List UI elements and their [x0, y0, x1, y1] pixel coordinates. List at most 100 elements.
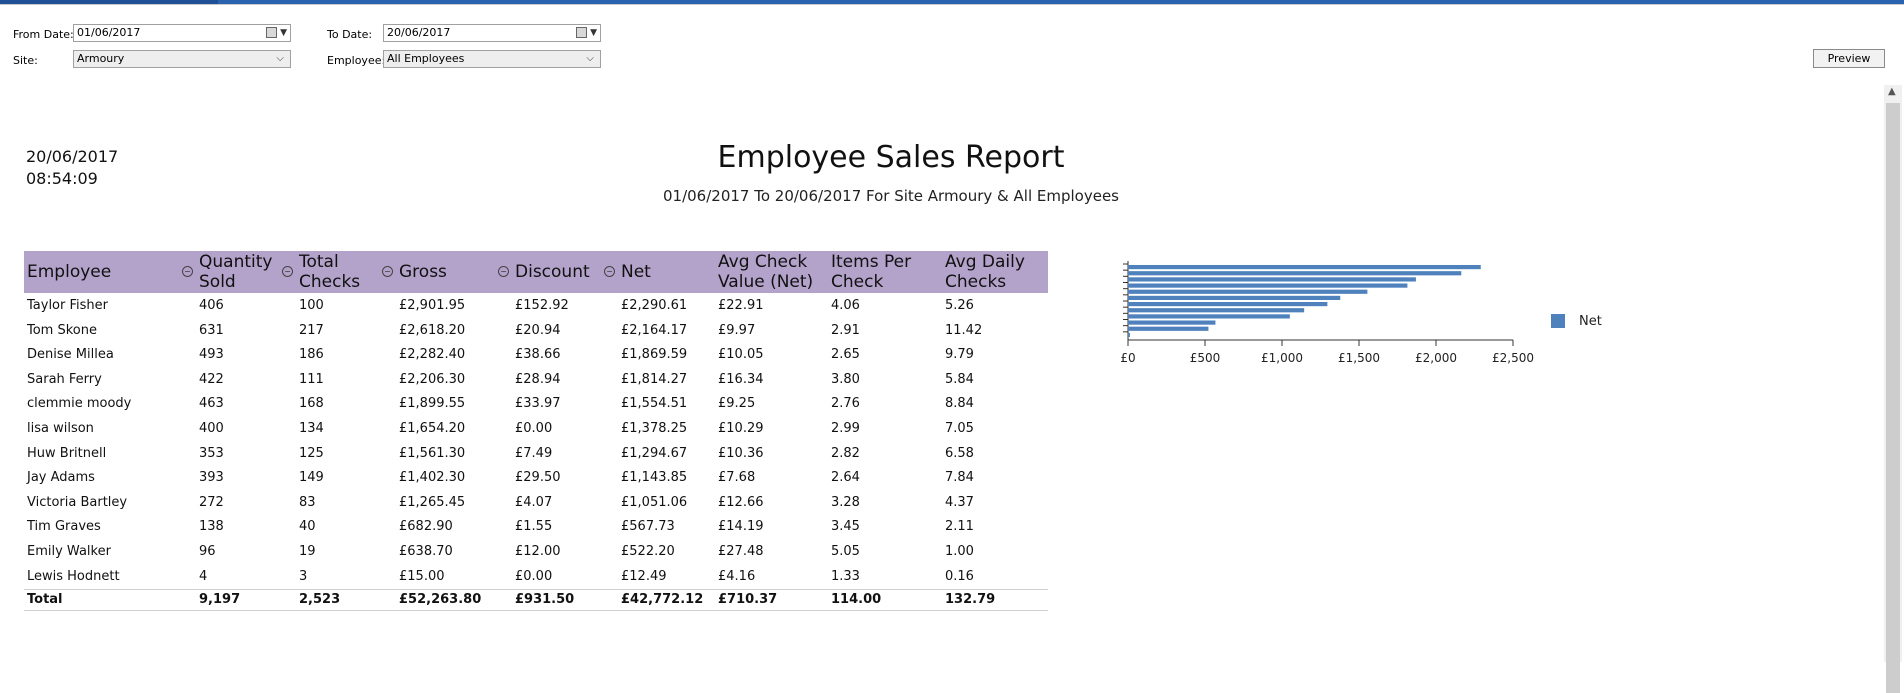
from-date-input[interactable]: 01/06/2017 ▼	[73, 24, 291, 42]
chevron-down-icon[interactable]: ▼	[590, 28, 597, 38]
table-cell-items-per-check: 1.33	[831, 568, 860, 584]
column-header-discount: Discount	[515, 262, 590, 282]
total-rule-bottom	[24, 610, 1048, 611]
employee-name-cell: Taylor Fisher	[27, 298, 108, 313]
table-cell-quantity-sold: 353	[199, 445, 224, 461]
collapse-icon[interactable]: −	[604, 266, 615, 277]
bar-taylor-fisher	[1128, 264, 1481, 270]
table-cell-avg-daily-checks: 8.84	[945, 396, 974, 412]
table-cell-net: £1,294.67	[621, 445, 688, 461]
table-cell-avg-daily-checks: 7.05	[945, 421, 974, 436]
table-cell-gross: £1,265.45	[399, 494, 466, 510]
table-cell-quantity-sold: 493	[199, 347, 224, 363]
table-cell-items-per-check: 2.65	[831, 347, 860, 363]
table-cell-avg-check-value: £10.36	[718, 445, 764, 461]
report-subtitle: 01/06/2017 To 20/06/2017 For Site Armour…	[663, 187, 1119, 205]
table-cell-total-checks: 83	[299, 494, 316, 510]
table-cell-gross: £1,402.30	[399, 470, 466, 486]
calendar-icon[interactable]	[576, 27, 587, 38]
table-cell-quantity-sold: 400	[199, 421, 224, 436]
total-cell-gross: £52,263.80	[399, 592, 482, 607]
to-date-input[interactable]: 20/06/2017 ▼	[383, 24, 601, 42]
table-cell-total-checks: 100	[299, 298, 324, 313]
table-cell-items-per-check: 2.64	[831, 470, 860, 486]
table-cell-quantity-sold: 406	[199, 298, 224, 313]
collapse-icon[interactable]: −	[282, 266, 293, 277]
table-cell-avg-daily-checks: 2.11	[945, 519, 974, 535]
chevron-down-icon[interactable]: ⌵	[586, 53, 594, 64]
total-cell-quantity-sold: 9,197	[199, 592, 241, 607]
table-cell-net: £567.73	[621, 519, 675, 535]
bar-jay-adams	[1128, 308, 1305, 313]
chevron-down-icon[interactable]: ⌵	[276, 53, 284, 64]
collapse-icon[interactable]: −	[498, 266, 509, 277]
table-cell-gross: £1,561.30	[399, 445, 466, 461]
collapse-icon[interactable]: −	[182, 266, 193, 277]
column-header-line2: Value (Net)	[718, 272, 814, 292]
table-cell-discount: £0.00	[515, 421, 553, 436]
table-cell-discount: £38.66	[515, 347, 561, 363]
site-select[interactable]: Armoury ⌵	[73, 50, 291, 68]
column-header-avg-daily-checks: Avg Daily Checks	[945, 252, 1025, 292]
table-cell-discount: £1.55	[515, 519, 553, 535]
table-cell-gross: £1,899.55	[399, 396, 466, 412]
table-cell-avg-check-value: £16.34	[718, 371, 764, 387]
table-cell-quantity-sold: 272	[199, 494, 224, 510]
total-cell-total-checks: 2,523	[299, 592, 341, 607]
from-date-value: 01/06/2017	[77, 26, 141, 39]
column-header-line1: Avg Daily	[945, 252, 1025, 272]
table-cell-net: £2,290.61	[621, 298, 688, 313]
table-cell-avg-check-value: £14.19	[718, 519, 764, 535]
table-cell-discount: £29.50	[515, 470, 561, 486]
total-cell-net: £42,772.12	[621, 592, 704, 607]
active-tab-indicator	[0, 0, 218, 4]
column-header-line2: Checks	[299, 272, 361, 292]
employee-name-cell: Lewis Hodnett	[27, 568, 120, 584]
collapse-icon[interactable]: −	[382, 266, 393, 277]
table-cell-total-checks: 217	[299, 322, 324, 338]
table-cell-quantity-sold: 393	[199, 470, 224, 486]
column-header-line2: Check	[831, 272, 884, 292]
table-cell-net: £1,814.27	[621, 371, 688, 387]
table-cell-total-checks: 134	[299, 421, 324, 436]
table-cell-total-checks: 40	[299, 519, 316, 535]
x-tick-label: £500	[1190, 351, 1221, 365]
vertical-scrollbar[interactable]: ▲	[1884, 85, 1902, 693]
scrollbar-thumb[interactable]	[1886, 103, 1900, 693]
legend-swatch-net	[1551, 314, 1565, 328]
table-cell-avg-check-value: £12.66	[718, 494, 764, 510]
table-cell-quantity-sold: 4	[199, 568, 208, 584]
preview-button[interactable]: Preview	[1813, 49, 1885, 68]
total-cell-discount: £931.50	[515, 592, 575, 607]
scroll-up-icon[interactable]: ▲	[1888, 86, 1896, 97]
bar-tim-graves	[1128, 320, 1216, 325]
total-cell-avg-daily-checks: 132.79	[945, 592, 996, 607]
table-cell-items-per-check: 2.99	[831, 421, 860, 436]
table-cell-gross: £15.00	[399, 568, 445, 584]
employee-value: All Employees	[387, 52, 465, 65]
table-cell-items-per-check: 4.06	[831, 298, 860, 313]
legend-label-net: Net	[1579, 314, 1602, 329]
table-cell-total-checks: 186	[299, 347, 324, 363]
table-cell-discount: £33.97	[515, 396, 561, 412]
table-cell-avg-daily-checks: 5.26	[945, 298, 974, 313]
employee-name-cell: Huw Britnell	[27, 445, 107, 461]
column-header-net: Net	[621, 262, 651, 282]
total-label: Total	[27, 592, 63, 607]
window-top-bar	[0, 0, 1904, 4]
table-cell-items-per-check: 3.45	[831, 519, 860, 535]
net-sales-chart: £0 £500 £1,000 £1,500 £2,000 £2,500	[1120, 261, 1534, 365]
table-cell-avg-check-value: £10.05	[718, 347, 764, 363]
table-cell-gross: £2,618.20	[399, 322, 466, 338]
table-cell-avg-check-value: £10.29	[718, 421, 764, 436]
to-date-value: 20/06/2017	[387, 26, 451, 39]
total-rule-top	[24, 589, 1048, 590]
column-header-total-checks: Total Checks	[299, 252, 360, 292]
chevron-down-icon[interactable]: ▼	[280, 28, 287, 38]
table-cell-items-per-check: 2.82	[831, 445, 860, 461]
calendar-icon[interactable]	[266, 27, 277, 38]
table-cell-items-per-check: 2.76	[831, 396, 860, 412]
employee-select[interactable]: All Employees ⌵	[383, 50, 601, 68]
site-value: Armoury	[77, 52, 125, 65]
table-cell-discount: £20.94	[515, 322, 561, 338]
